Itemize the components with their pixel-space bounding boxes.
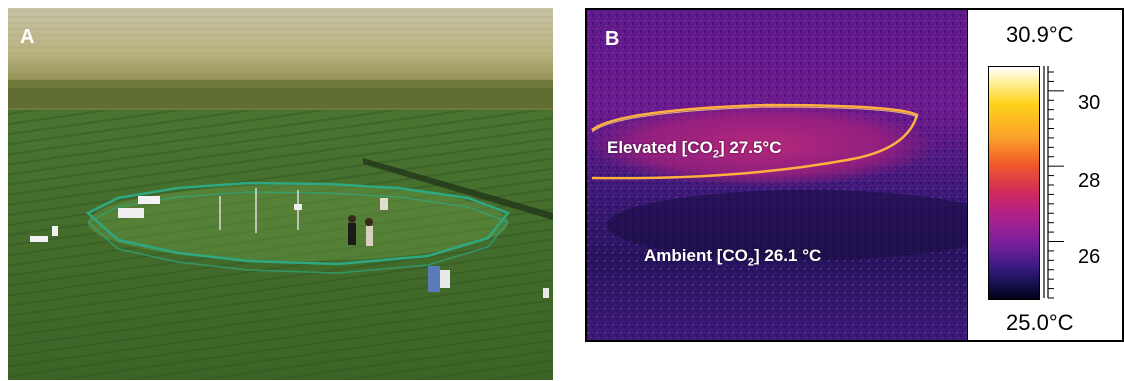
elevated-label-subscript: 2 [712,148,719,161]
scale-ticks [1043,66,1064,299]
field-photo: A [8,8,553,380]
field-photo-illustration [8,8,553,380]
tick-label-28: 28 [1078,170,1101,192]
scale-max-label: 30.9°C [1006,22,1074,47]
elevated-label-prefix: Elevated [CO [607,138,713,157]
tick-label-30: 30 [1078,92,1101,114]
tick-label-26: 26 [1078,246,1101,268]
thermal-image: B Elevated [CO2] 27.5°C Ambient [CO2] 26… [585,8,969,342]
ambient-label-prefix: Ambient [CO [644,246,748,265]
colorbar [988,66,1040,300]
ambient-label-suffix: ] 26.1 °C [754,246,822,265]
ambient-label-subscript: 2 [747,256,755,269]
elevated-label-suffix: ] 27.5°C [718,138,782,157]
panel-a-letter: A [20,26,35,48]
scale-min-label: 25.0°C [1006,310,1074,335]
elevated-co2-label: Elevated [CO2] 27.5°C [607,138,781,160]
thermal-image-illustration [587,10,967,340]
temperature-color-scale: 30.9°C 30 28 26 25.0°C [968,8,1124,342]
ambient-co2-label: Ambient [CO2] 26.1 °C [644,246,821,268]
panel-b-letter: B [605,28,620,50]
